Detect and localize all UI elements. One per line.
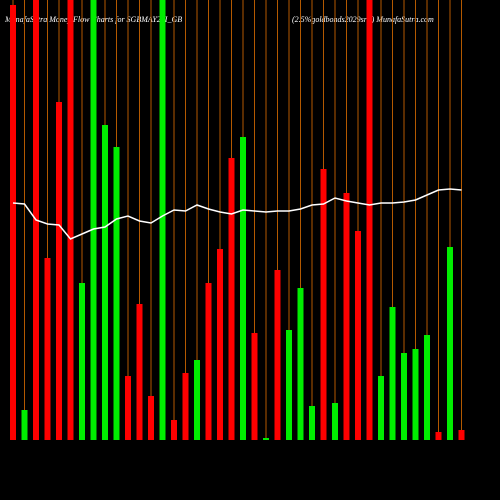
bar — [182, 373, 189, 440]
bar — [44, 258, 51, 440]
bar — [228, 158, 235, 440]
bar — [286, 330, 292, 440]
bar — [297, 288, 304, 440]
bar — [159, 0, 166, 440]
money-flow-line — [12, 188, 462, 240]
bar — [148, 396, 154, 440]
bar — [355, 231, 361, 440]
bar — [263, 438, 269, 440]
bar — [194, 360, 200, 440]
bar — [274, 270, 281, 440]
bar — [378, 376, 384, 440]
bar — [389, 307, 396, 440]
bar — [309, 406, 315, 440]
plot — [10, 0, 465, 440]
bar — [171, 420, 177, 440]
bar — [251, 333, 258, 440]
bar — [79, 283, 85, 440]
bar — [366, 0, 373, 440]
bar — [424, 335, 430, 440]
bar — [10, 5, 16, 440]
bar — [447, 247, 453, 440]
bar — [21, 410, 28, 440]
bar — [435, 432, 442, 440]
bar — [332, 403, 338, 440]
bar — [240, 137, 246, 440]
bar — [217, 249, 223, 440]
bar — [90, 0, 97, 440]
bar — [343, 193, 350, 440]
bar — [56, 102, 62, 440]
bar — [412, 349, 419, 440]
bar — [113, 147, 120, 440]
bar — [102, 125, 108, 440]
bar — [136, 304, 143, 440]
bar — [125, 376, 131, 440]
bar — [458, 430, 465, 440]
bar — [401, 353, 407, 440]
bar — [205, 283, 212, 440]
bar — [320, 169, 327, 440]
bar — [67, 0, 74, 440]
chart-subtitle: (2.5%goldbonds2029sr-i) MunafaSutra.com — [292, 15, 434, 24]
